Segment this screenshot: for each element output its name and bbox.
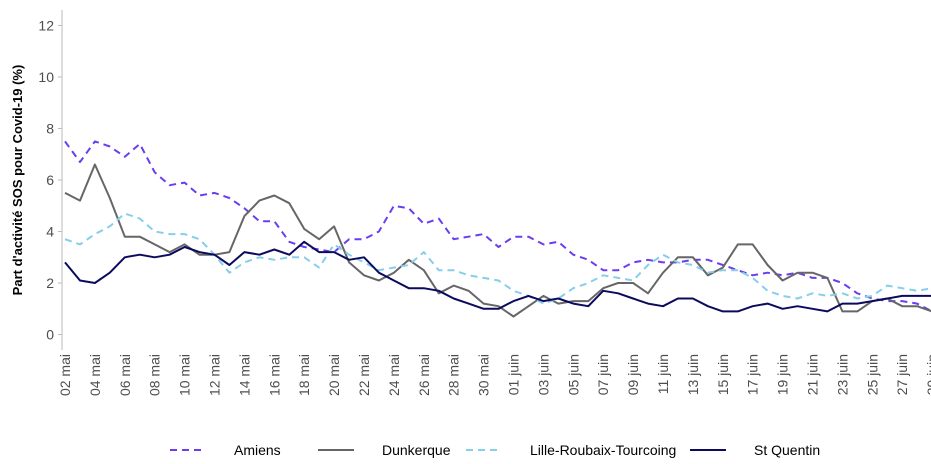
y-tick-label: 0 [46, 327, 54, 343]
x-tick-label: 18 mai [296, 354, 312, 396]
x-tick-label: 20 mai [326, 354, 342, 396]
y-tick-label: 10 [38, 69, 54, 85]
x-tick-label: 15 juin [715, 354, 731, 395]
series-line [64, 163, 931, 318]
y-tick-label: 8 [46, 120, 54, 136]
x-tick-label: 11 juin [655, 354, 671, 394]
x-tick-label: 19 juin [775, 354, 791, 395]
y-tick-label: 12 [38, 17, 54, 33]
y-axis-title: Part d'activité SOS pour Covid-19 (%) [10, 65, 25, 296]
series-line [64, 140, 931, 312]
x-tick-label: 07 juin [595, 354, 611, 395]
series-line [64, 212, 931, 305]
series-line [64, 240, 931, 313]
x-tick-label: 25 juin [864, 354, 880, 395]
x-tick-label: 08 mai [147, 354, 163, 396]
x-tick-label: 17 juin [745, 354, 761, 395]
x-tick-label: 12 mai [207, 354, 223, 396]
x-tick-label: 16 mai [266, 354, 282, 396]
x-tick-label: 26 mai [416, 354, 432, 396]
x-tick-label: 28 mai [446, 354, 462, 396]
x-tick-label: 06 mai [117, 354, 133, 396]
x-tick-label: 13 juin [685, 354, 701, 395]
x-tick-label: 22 mai [356, 354, 372, 396]
y-tick-label: 2 [46, 275, 54, 291]
y-tick-label: 4 [46, 224, 54, 240]
x-tick-label: 23 juin [834, 354, 850, 395]
x-tick-label: 03 juin [535, 354, 551, 395]
legend-label: Dunkerque [382, 442, 451, 458]
x-tick-label: 10 mai [177, 354, 193, 396]
x-tick-label: 14 mai [236, 354, 252, 396]
x-tick-label: 21 juin [805, 354, 821, 395]
x-tick-label: 05 juin [565, 354, 581, 395]
legend-label: Amiens [234, 442, 281, 458]
x-tick-label: 24 mai [386, 354, 402, 396]
x-tick-label: 27 juin [894, 354, 910, 395]
legend-label: St Quentin [754, 442, 820, 458]
y-tick-label: 6 [46, 172, 54, 188]
x-tick-label: 01 juin [506, 354, 522, 395]
legend-label: Lille-Roubaix-Tourcoing [530, 442, 676, 458]
x-tick-label: 30 mai [476, 354, 492, 396]
x-tick-label: 29 juin [924, 354, 931, 395]
x-tick-label: 02 mai [57, 354, 73, 396]
x-tick-label: 04 mai [87, 354, 103, 396]
x-tick-label: 09 juin [625, 354, 641, 395]
